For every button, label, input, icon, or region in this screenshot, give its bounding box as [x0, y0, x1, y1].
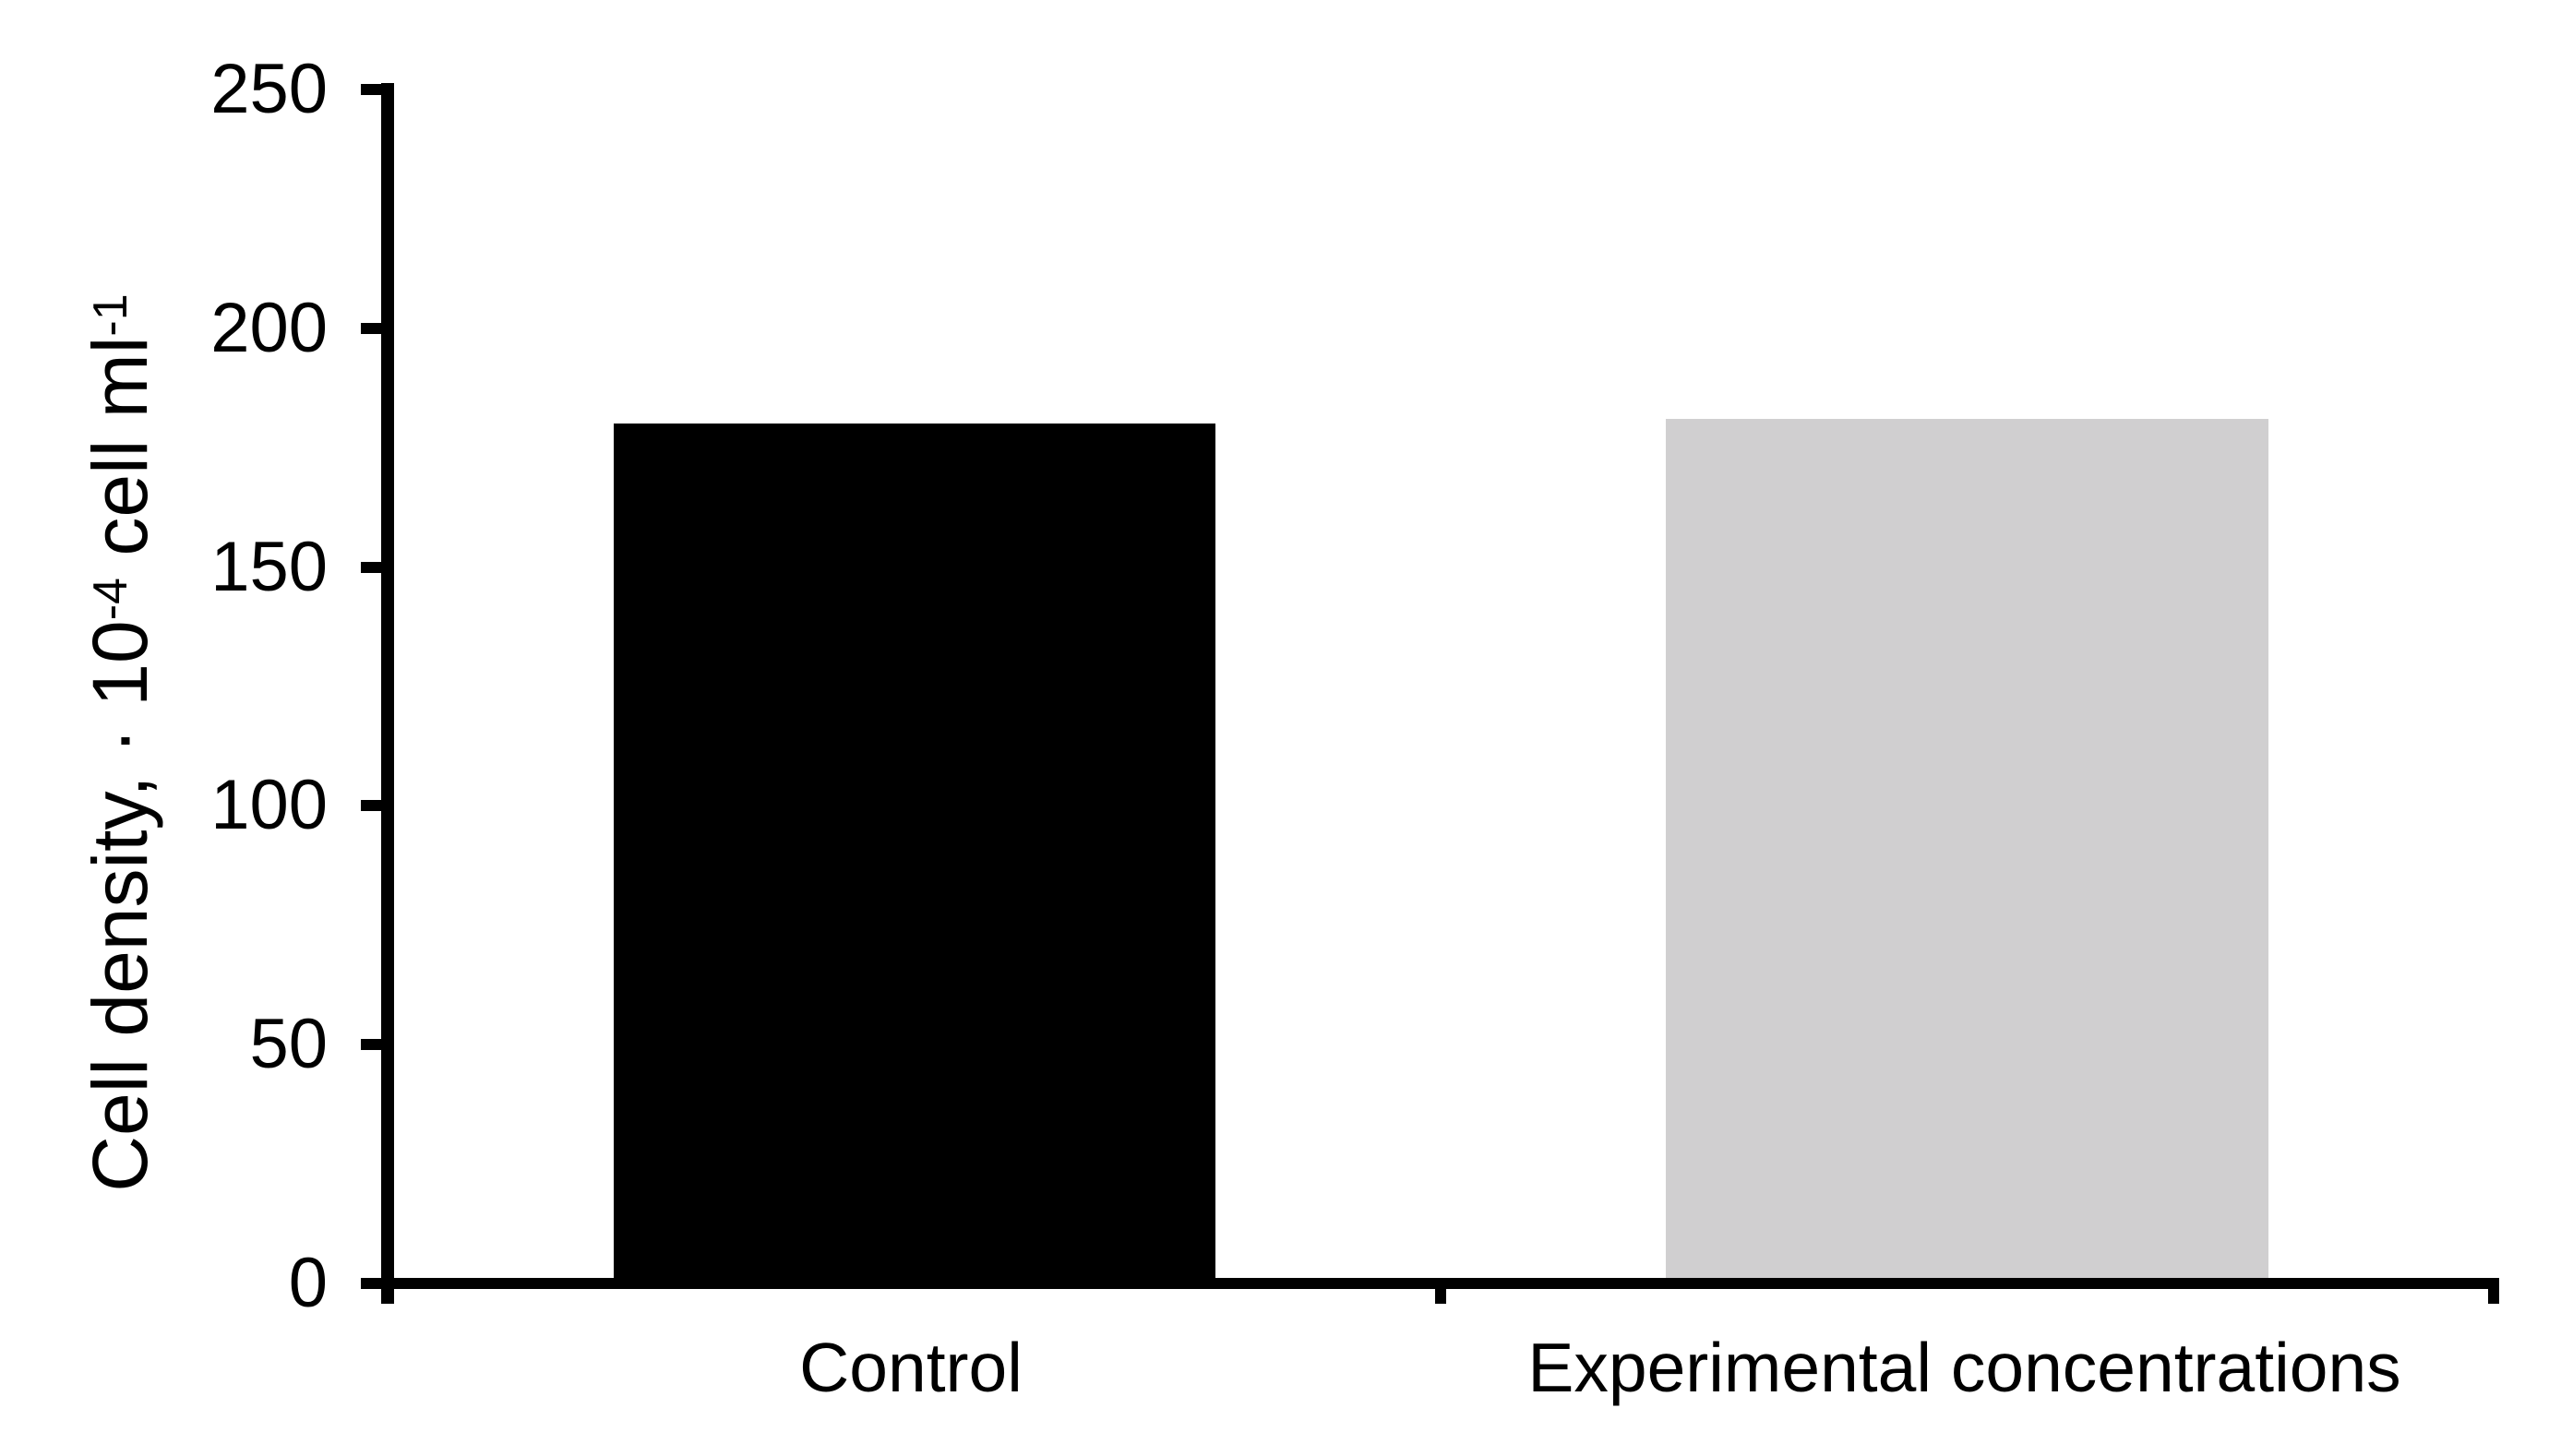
- y-tick-mark-100: [361, 800, 381, 811]
- x-category-label-control: Control: [799, 1329, 1023, 1406]
- y-tick-label-200: 200: [210, 289, 328, 367]
- y-axis-tick-labels: 0 50 100 150 200 250: [0, 0, 328, 1456]
- bar-control: [614, 424, 1215, 1283]
- y-tick-mark-200: [361, 323, 381, 334]
- y-tick-mark-50: [361, 1039, 381, 1050]
- x-category-label-experimental: Experimental concentrations: [1527, 1329, 2401, 1406]
- y-tick-label-100: 100: [210, 766, 328, 844]
- x-tick-mark-right: [2488, 1278, 2499, 1304]
- bar-experimental: [1666, 419, 2268, 1283]
- y-tick-mark-0: [361, 1278, 381, 1289]
- y-tick-label-150: 150: [210, 528, 328, 606]
- y-tick-label-250: 250: [210, 50, 328, 128]
- x-tick-mark-middle: [1435, 1278, 1446, 1304]
- y-axis-line: [381, 83, 394, 1304]
- y-tick-mark-150: [361, 562, 381, 573]
- y-tick-mark-250: [361, 84, 381, 95]
- y-tick-label-0: 0: [288, 1244, 328, 1322]
- y-tick-label-50: 50: [249, 1005, 328, 1083]
